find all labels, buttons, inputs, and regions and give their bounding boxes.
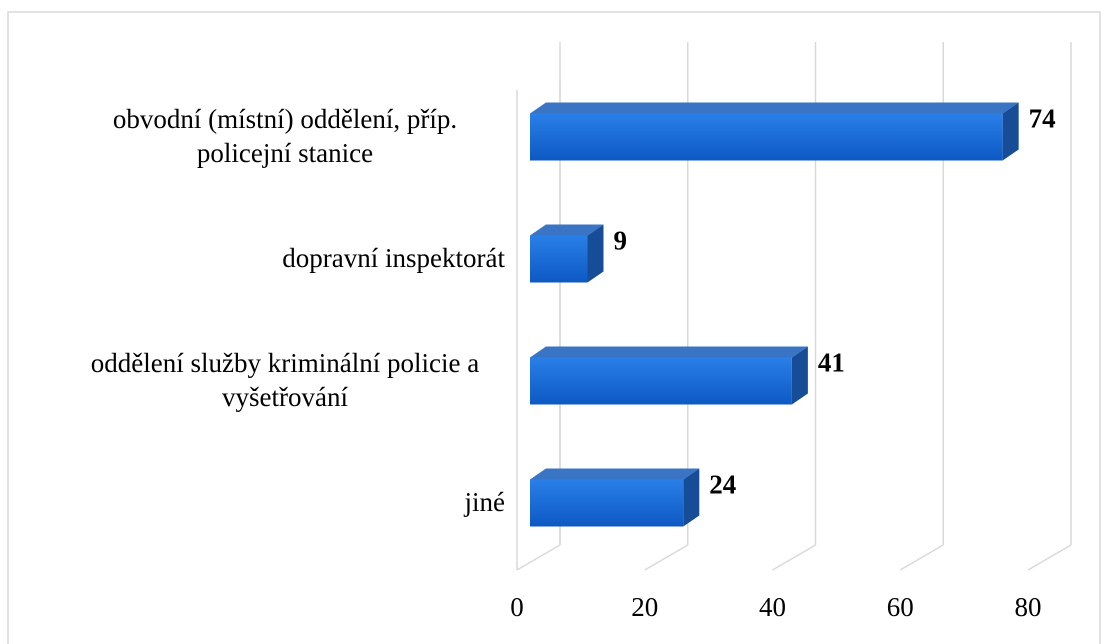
bar-face [530,224,604,236]
grid-line [772,544,816,571]
y-tick-label: jiné [10,485,506,519]
bar-face [530,479,684,527]
x-tick-label: 20 [631,592,658,622]
value-label: 74 [1029,104,1056,134]
bar [530,346,808,405]
bar-face [530,346,808,358]
bar [530,224,604,283]
category-text: jiné [464,487,506,517]
grid-line [1027,544,1072,571]
grid-line [644,544,689,571]
y-tick-label: dopravní inspektorát [10,241,505,275]
x-tick-label: 60 [887,592,914,622]
bar-face [530,113,1003,161]
bar-face [530,102,1019,114]
value-label: 24 [709,470,736,500]
category-text: oddělení služby kriminální policie a vyš… [90,348,480,412]
bar-face [1002,102,1019,161]
value-label: 41 [818,348,845,378]
category-text: dopravní inspektorát [282,243,505,273]
bar-face [587,224,604,283]
x-tick-label: 80 [1015,592,1042,622]
bar [530,102,1019,161]
chart-border [7,11,1101,644]
x-tick-label: 0 [510,592,524,622]
bar-face [530,468,700,480]
bar-face [530,235,588,283]
y-tick-label: oddělení služby kriminální policie a vyš… [10,346,505,414]
category-text: obvodní (místní) oddělení, příp. policej… [112,104,458,168]
value-label: 9 [613,226,627,256]
grid-line [899,544,944,571]
bar-face [791,346,808,405]
grid-line [516,544,561,571]
bar-face [683,468,700,527]
x-tick-label: 40 [759,592,786,622]
y-tick-label: obvodní (místní) oddělení, příp. policej… [10,102,505,170]
bar [530,468,700,527]
bar-face [530,357,792,405]
